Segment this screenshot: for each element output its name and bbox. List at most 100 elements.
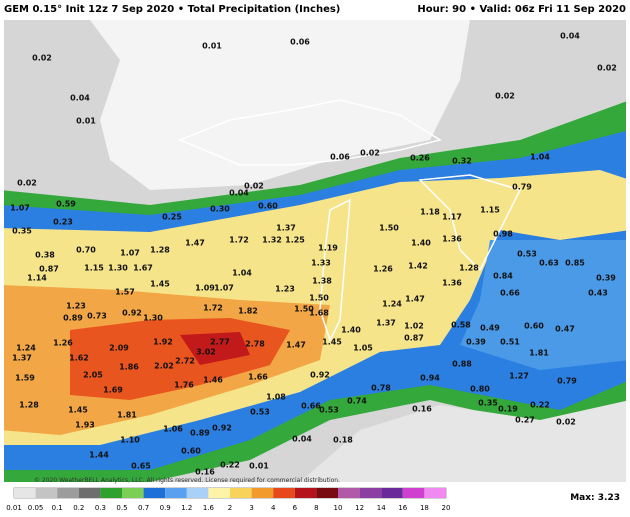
value-label: 1.07 [10,204,30,213]
value-label: 0.53 [319,406,339,415]
value-label: 0.01 [202,42,222,51]
colorbar-label: 0.1 [52,504,63,512]
lake-superior [178,99,442,166]
value-label: 0.06 [330,153,350,162]
value-label: 0.04 [70,94,90,103]
value-label: 1.47 [405,295,425,304]
value-label: 1.47 [185,239,205,248]
value-label: 1.93 [75,421,95,430]
value-label: 1.10 [120,436,140,445]
colorbar-label: 0.9 [160,504,171,512]
value-label: 0.88 [452,360,472,369]
value-label: 0.66 [500,289,520,298]
value-label: 0.79 [557,377,577,386]
value-label: 1.28 [19,401,39,410]
value-label: 1.09 [195,284,215,293]
value-label: 0.30 [210,205,230,214]
value-label: 0.70 [76,246,96,255]
value-label: 0.49 [480,324,500,333]
lake-michigan [319,198,351,342]
value-label: 1.44 [89,451,109,460]
value-label: 0.22 [530,401,550,410]
value-label: 1.69 [103,386,123,395]
value-label: 1.72 [229,236,249,245]
max-value: Max: 3.23 [570,493,620,503]
value-label: 1.23 [275,285,295,294]
value-label: 1.45 [150,280,170,289]
colorbar: 0.01 0.05 0.1 0.2 0.3 0.5 0.7 0.9 1.2 1.6 2 3 4 6 8 10 1… [6,488,450,512]
value-label: 1.59 [15,374,35,383]
colorbar-swatch [294,488,317,498]
colorbar-label: 0.7 [138,504,149,512]
colorbar-swatch [273,488,295,498]
value-label: 2.77 [210,338,230,347]
colorbar-label: 0.5 [116,504,127,512]
value-label: 0.22 [220,461,240,470]
colorbar-label: 6 [293,504,298,512]
value-label: 1.30 [143,314,163,323]
value-label: 1.18 [420,208,440,217]
value-label: 1.26 [373,265,393,274]
value-label: 1.37 [276,224,296,233]
colorbar-swatch [78,488,101,498]
value-label: 0.35 [12,227,32,236]
value-label: 1.50 [294,305,314,314]
value-label: 1.45 [68,406,88,415]
value-label: 1.62 [69,354,89,363]
colorbar-swatch [251,488,274,498]
valid-time: Hour: 90 • Valid: 06z Fri 11 Sep 2020 [417,4,626,15]
colorbar-label: 2 [228,504,232,512]
value-label: 1.82 [238,307,258,316]
value-label: 1.23 [66,302,86,311]
value-label: 0.43 [588,289,608,298]
value-label: 1.27 [509,372,529,381]
value-label: 1.02 [404,322,424,331]
colorbar-label: 0.3 [95,504,106,512]
value-label: 2.72 [175,357,195,366]
value-label: 1.04 [530,153,550,162]
value-label: 1.46 [203,376,223,385]
value-label: 2.09 [109,344,129,353]
value-label: 1.28 [150,246,170,255]
lake-huron [418,174,522,272]
value-label: 0.26 [410,154,430,163]
colorbar-swatch [143,488,166,498]
value-label: 2.05 [83,371,103,380]
value-label: 0.47 [555,325,575,334]
value-label: 0.04 [292,435,312,444]
value-label: 1.66 [248,373,268,382]
colorbar-swatch [359,488,382,498]
value-label: 1.67 [133,264,153,273]
value-label: 1.24 [382,300,402,309]
value-label: 0.23 [53,218,73,227]
value-label: 1.76 [174,381,194,390]
value-label: 0.85 [565,259,585,268]
value-label: 0.84 [493,272,513,281]
value-label: 1.50 [309,294,329,303]
colorbar-label: 1.6 [203,504,215,512]
value-label: 0.02 [556,418,576,427]
value-label: 0.04 [560,32,580,41]
value-label: 1.36 [442,279,462,288]
value-label: 0.92 [212,424,232,433]
colorbar-swatch [381,488,403,498]
value-label: 1.08 [266,393,286,402]
colorbar-swatch [230,488,252,498]
colorbar-swatch [208,488,230,498]
value-label: 0.87 [404,334,424,343]
value-label: 0.94 [420,374,440,383]
value-label: 0.51 [500,338,520,347]
value-label: 1.45 [322,338,342,347]
value-label: 0.63 [539,259,559,268]
colorbar-label: 3 [249,504,253,512]
value-label: 1.17 [442,213,462,222]
value-label: 1.15 [84,264,104,273]
colorbar-label: 0.05 [28,504,44,512]
value-label: 1.26 [53,339,73,348]
colorbar-label: 14 [377,504,386,512]
colorbar-swatch [35,488,58,498]
value-label: 1.86 [119,363,139,372]
value-label: 0.78 [371,384,391,393]
value-label: 0.02 [597,64,617,73]
